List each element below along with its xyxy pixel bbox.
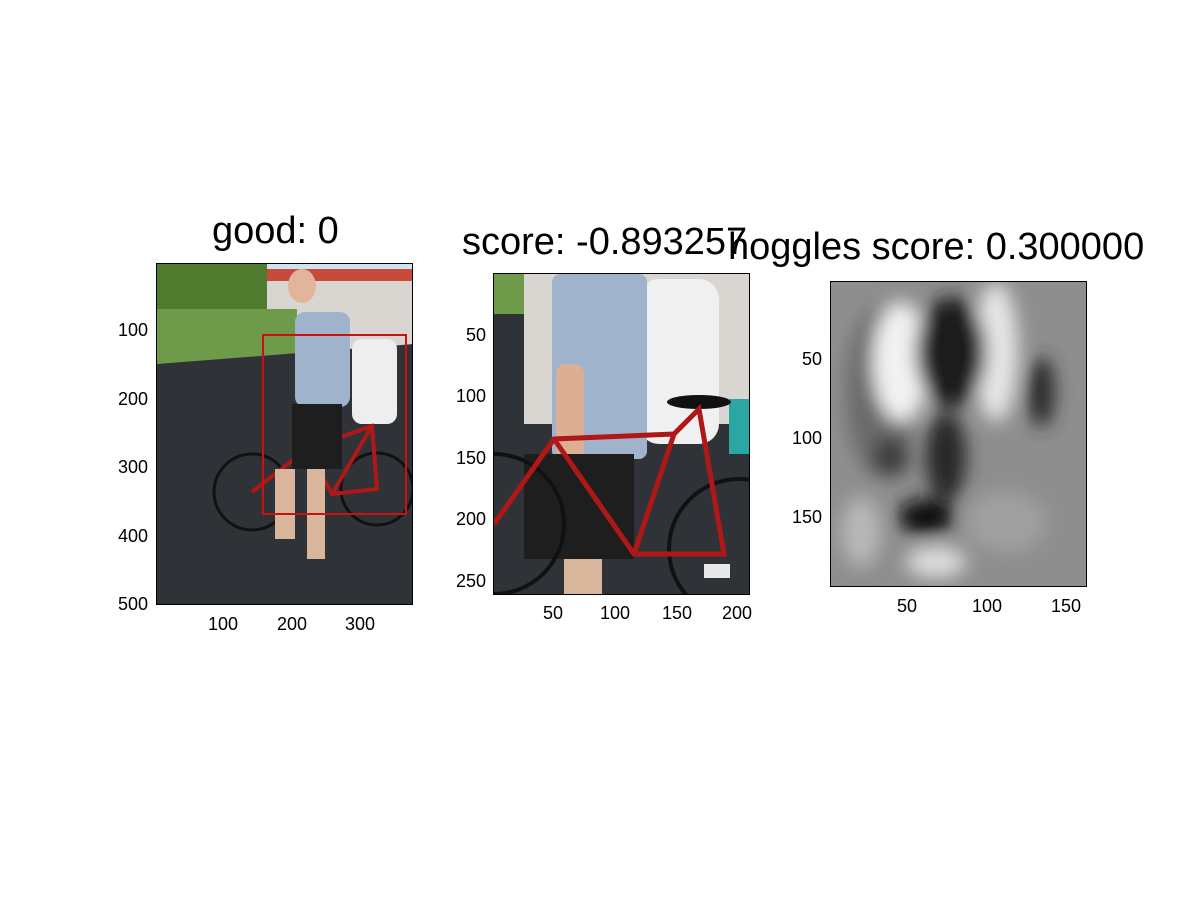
x-tick-label: 100 xyxy=(599,603,631,623)
y-tick-label: 100 xyxy=(791,428,822,448)
hoggles-visualization xyxy=(831,282,1086,586)
x-tick-label: 150 xyxy=(1050,596,1082,616)
y-tick-label: 500 xyxy=(117,594,148,614)
image-axes xyxy=(156,263,413,605)
x-tick-label: 150 xyxy=(661,603,693,623)
y-tick-label: 200 xyxy=(455,509,486,529)
x-tick-label: 200 xyxy=(721,603,753,623)
y-tick-label: 150 xyxy=(455,448,486,468)
photo-scene xyxy=(157,264,412,604)
y-tick-label: 50 xyxy=(801,349,822,369)
image-axes xyxy=(830,281,1087,587)
y-tick-label: 200 xyxy=(117,389,148,409)
panel-title: good: 0 xyxy=(212,210,339,252)
x-tick-label: 100 xyxy=(207,614,239,634)
x-tick-label: 300 xyxy=(344,614,376,634)
panel-title: hoggles score: 0.300000 xyxy=(728,226,1145,268)
x-tick-label: 50 xyxy=(542,603,564,623)
y-tick-label: 400 xyxy=(117,526,148,546)
y-tick-label: 250 xyxy=(455,571,486,591)
panel-title: score: -0.893257 xyxy=(462,221,748,263)
y-tick-label: 300 xyxy=(117,457,148,477)
y-tick-label: 50 xyxy=(465,325,486,345)
cropped-photo-scene xyxy=(494,274,749,594)
x-tick-label: 100 xyxy=(971,596,1003,616)
x-tick-label: 200 xyxy=(276,614,308,634)
y-tick-label: 150 xyxy=(791,507,822,527)
y-tick-label: 100 xyxy=(455,386,486,406)
image-axes xyxy=(493,273,750,595)
y-tick-label: 100 xyxy=(117,320,148,340)
x-tick-label: 50 xyxy=(896,596,918,616)
